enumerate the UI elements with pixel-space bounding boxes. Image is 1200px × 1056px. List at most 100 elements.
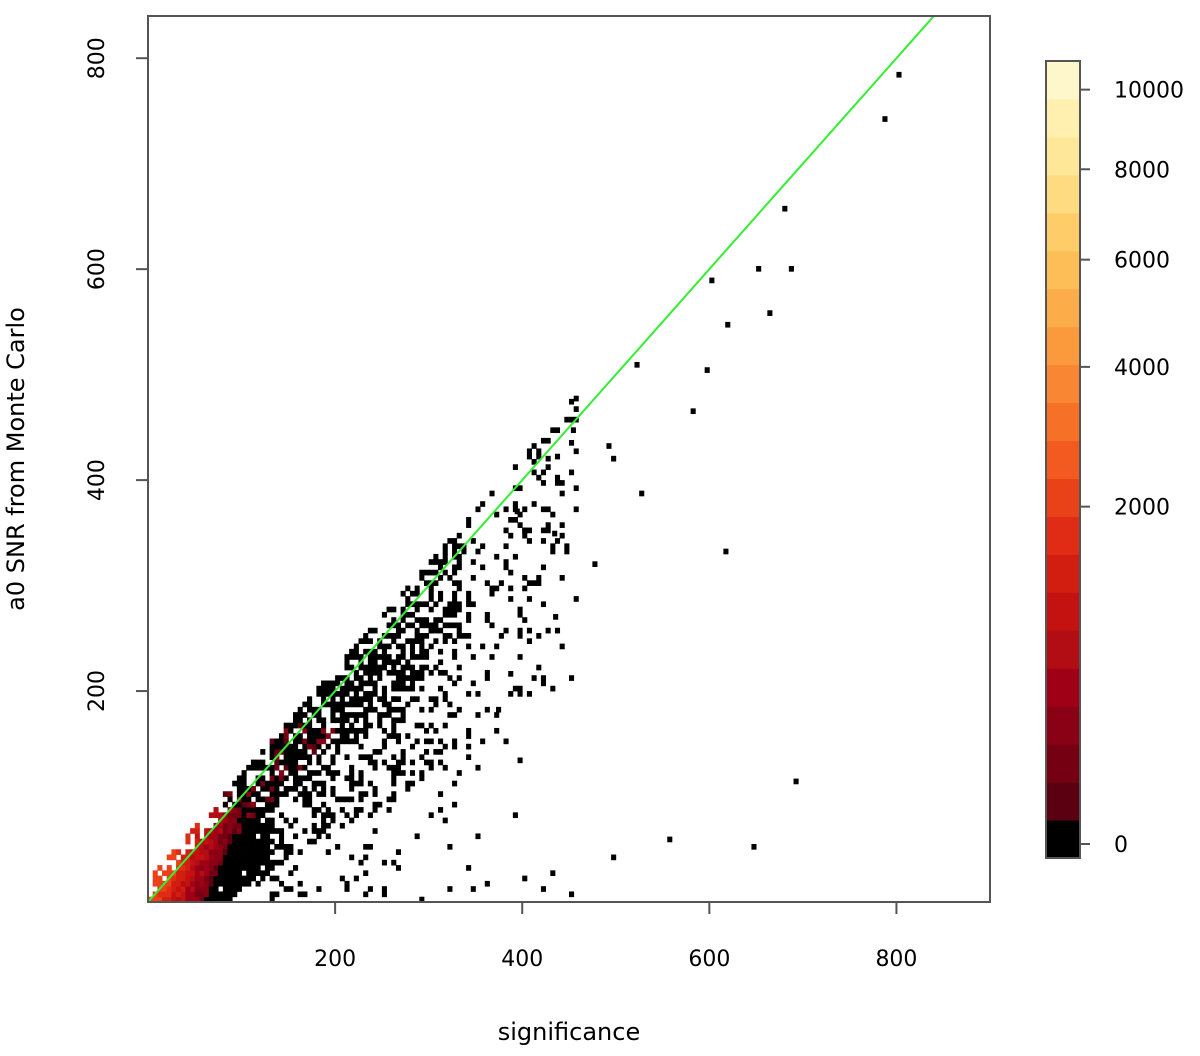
heatmap-cell bbox=[335, 691, 341, 697]
heatmap-cell bbox=[428, 606, 434, 613]
heatmap-cell bbox=[438, 749, 444, 755]
heatmap-cell bbox=[232, 780, 238, 787]
colorbar-swatch bbox=[1046, 478, 1080, 517]
heatmap-cell bbox=[550, 543, 556, 550]
heatmap-cell bbox=[199, 880, 205, 887]
heatmap-cell bbox=[283, 843, 289, 850]
heatmap-cell bbox=[391, 659, 397, 666]
heatmap-cell bbox=[218, 849, 224, 855]
heatmap-cell bbox=[232, 886, 238, 892]
heatmap-cell bbox=[419, 622, 425, 629]
heatmap-cell bbox=[409, 611, 416, 618]
heatmap-cell bbox=[213, 865, 219, 871]
heatmap-cell bbox=[236, 886, 242, 892]
heatmap-cell bbox=[395, 675, 401, 681]
heatmap-cell bbox=[531, 469, 537, 476]
heatmap-cell bbox=[452, 780, 458, 787]
heatmap-cell bbox=[372, 785, 378, 792]
heatmap-cell bbox=[199, 865, 205, 871]
heatmap-cell bbox=[222, 870, 228, 877]
heatmap-cell bbox=[260, 796, 266, 803]
heatmap-cell bbox=[409, 648, 416, 655]
outlier-cell bbox=[531, 675, 537, 681]
colorbar-swatch bbox=[1046, 706, 1080, 745]
heatmap-cell bbox=[330, 685, 336, 692]
heatmap-cell bbox=[419, 654, 425, 660]
heatmap-cell bbox=[381, 643, 387, 650]
heatmap-cell bbox=[293, 743, 299, 750]
heatmap-cell bbox=[381, 691, 387, 697]
heatmap-cell bbox=[232, 849, 238, 855]
heatmap-cell bbox=[414, 638, 420, 644]
colorbar-frame bbox=[1045, 60, 1081, 859]
heatmap-cell bbox=[264, 833, 271, 840]
heatmap-cell bbox=[433, 727, 439, 734]
heatmap-cell bbox=[180, 880, 186, 887]
heatmap-cell bbox=[194, 854, 200, 861]
heatmap-cell bbox=[190, 886, 196, 892]
outlier-cell bbox=[531, 501, 537, 507]
heatmap-cell bbox=[358, 696, 364, 702]
heatmap-cell bbox=[367, 722, 373, 729]
heatmap-cell bbox=[269, 785, 275, 792]
heatmap-cell bbox=[353, 712, 359, 718]
outlier-cell bbox=[470, 886, 476, 892]
heatmap-cell bbox=[288, 743, 294, 750]
heatmap-cell bbox=[419, 706, 425, 713]
heatmap-cell bbox=[395, 622, 401, 629]
heatmap-cell bbox=[367, 627, 373, 634]
heatmap-cell bbox=[381, 685, 387, 692]
heatmap-cell bbox=[456, 675, 462, 681]
heatmap-cell bbox=[269, 891, 275, 898]
heatmap-cell bbox=[367, 675, 373, 681]
heatmap-cell bbox=[199, 896, 205, 902]
heatmap-cell bbox=[246, 865, 252, 871]
heatmap-cell bbox=[190, 896, 196, 902]
heatmap-cell bbox=[391, 733, 397, 739]
heatmap-cell bbox=[419, 617, 425, 623]
heatmap-cell bbox=[526, 638, 532, 644]
heatmap-cell bbox=[339, 822, 345, 829]
heatmap-cell bbox=[260, 775, 266, 782]
heatmap-cell bbox=[232, 812, 238, 819]
x-axis-title: significance bbox=[498, 1018, 640, 1046]
heatmap-cell bbox=[438, 759, 444, 766]
heatmap-cell bbox=[405, 611, 411, 618]
heatmap-cell bbox=[349, 664, 355, 671]
heatmap-cell bbox=[255, 828, 261, 834]
heatmap-cell bbox=[423, 654, 430, 660]
heatmap-cell bbox=[508, 517, 514, 523]
heatmap-cell bbox=[545, 527, 551, 534]
heatmap-cell bbox=[526, 527, 532, 534]
heatmap-cell bbox=[321, 822, 327, 829]
heatmap-cell bbox=[442, 548, 448, 555]
heatmap-cell bbox=[400, 664, 406, 671]
heatmap-cell bbox=[232, 807, 238, 813]
heatmap-cell bbox=[349, 712, 355, 718]
heatmap-cell bbox=[428, 669, 434, 676]
heatmap-cell bbox=[386, 764, 392, 771]
heatmap-cell bbox=[297, 712, 303, 718]
heatmap-cell bbox=[386, 712, 392, 718]
heatmap-cell bbox=[171, 880, 177, 887]
heatmap-cell bbox=[461, 548, 467, 555]
heatmap-cell bbox=[470, 601, 476, 608]
heatmap-cell bbox=[554, 427, 561, 434]
heatmap-cell bbox=[391, 685, 397, 692]
heatmap-cell bbox=[456, 559, 462, 565]
heatmap-cell bbox=[190, 859, 196, 866]
heatmap-cell bbox=[377, 749, 383, 755]
heatmap-cell bbox=[391, 617, 397, 623]
heatmap-cell bbox=[484, 611, 490, 618]
heatmap-cell bbox=[213, 828, 219, 834]
heatmap-cell bbox=[297, 738, 303, 745]
heatmap-cell bbox=[330, 812, 336, 819]
heatmap-cell bbox=[480, 738, 486, 745]
heatmap-cell bbox=[381, 727, 387, 734]
heatmap-cell bbox=[204, 891, 210, 898]
heatmap-cell bbox=[260, 812, 266, 819]
heatmap-cell bbox=[293, 833, 299, 840]
heatmap-cell bbox=[260, 807, 266, 813]
heatmap-cell bbox=[367, 759, 373, 766]
heatmap-cell bbox=[484, 580, 490, 586]
